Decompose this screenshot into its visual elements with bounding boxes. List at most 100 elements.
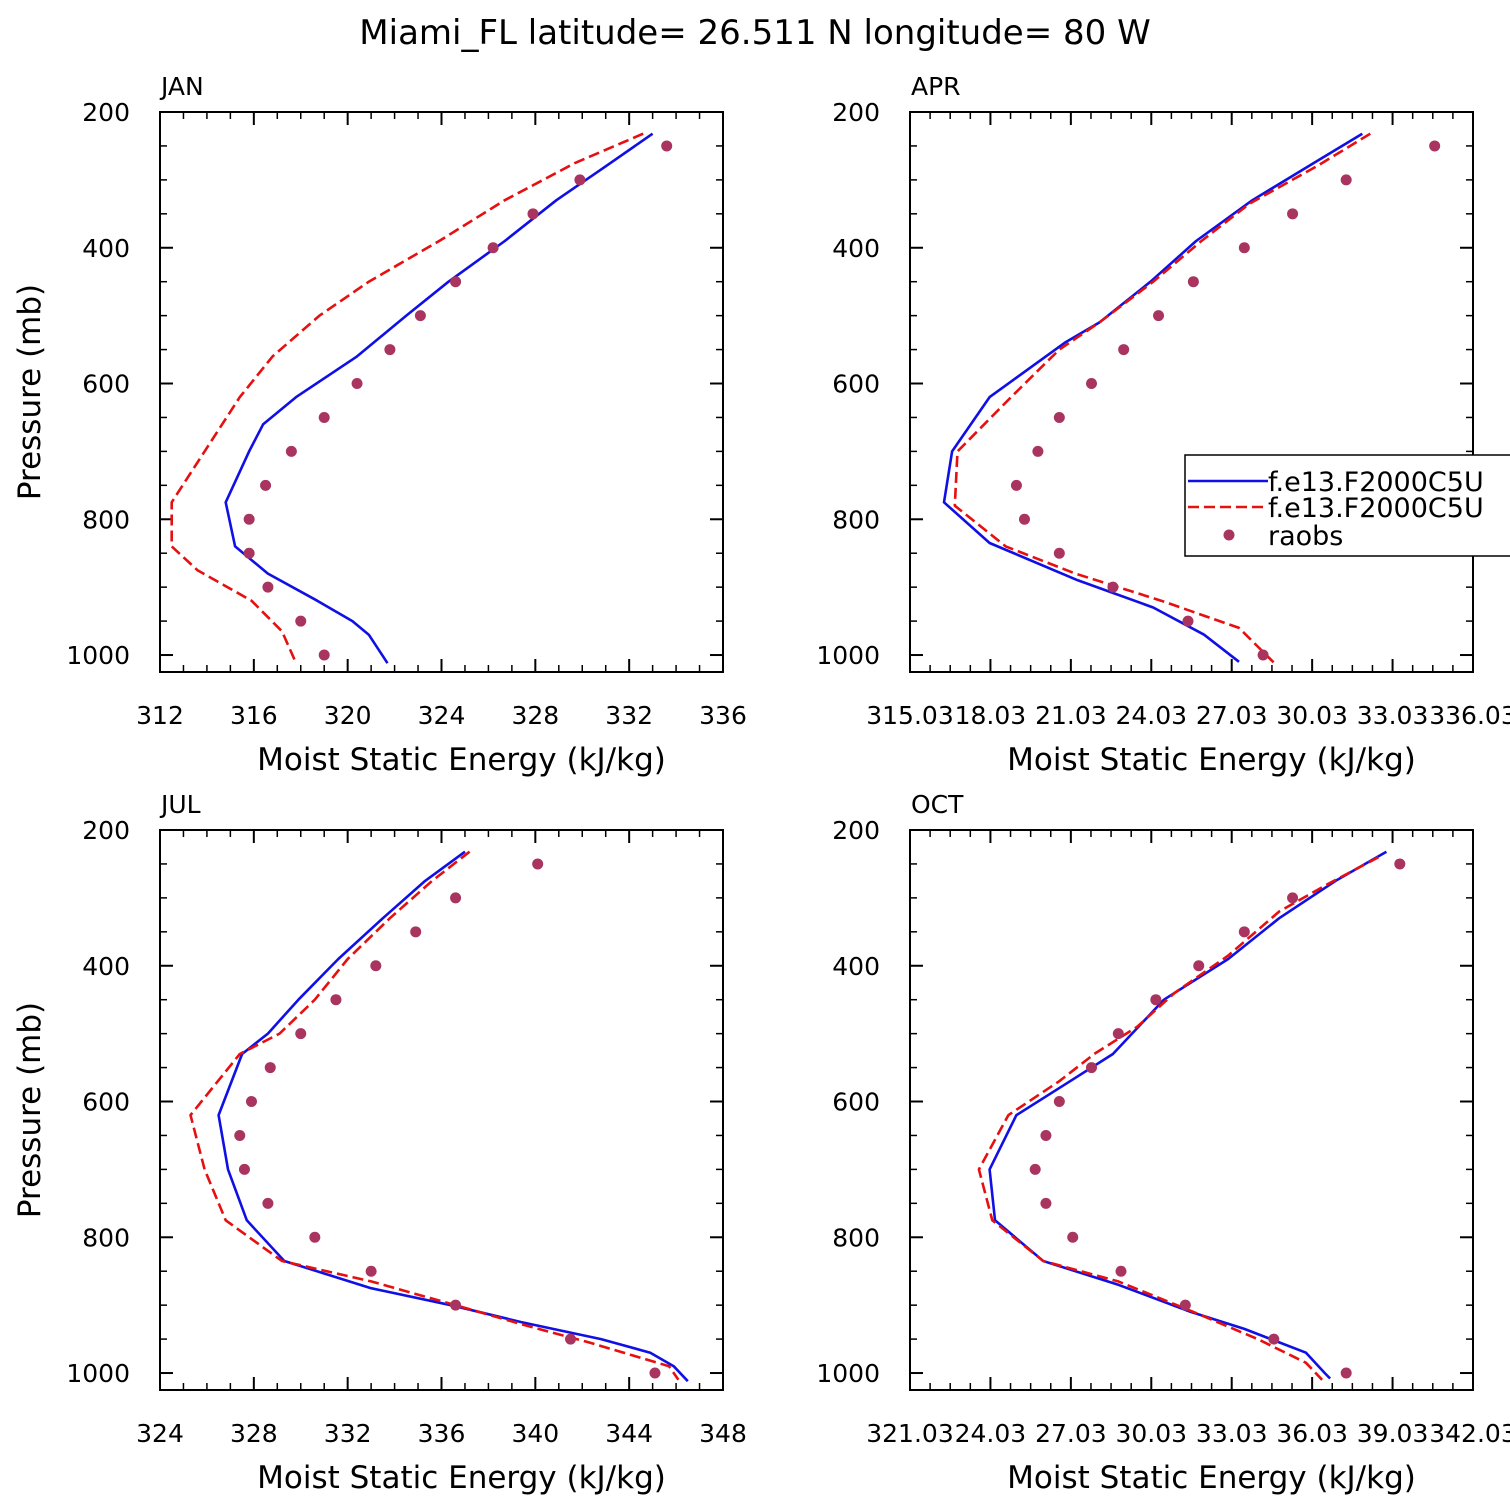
legend-box	[1184, 454, 1510, 557]
y-axis-label: Pressure (mb)	[12, 284, 48, 500]
series-line-solid	[942, 132, 1363, 663]
panel-title: OCT	[911, 790, 964, 819]
raobs-point	[410, 926, 422, 938]
raobs-point	[1107, 581, 1119, 593]
y-tick-label: 200	[82, 816, 130, 845]
raobs-point	[295, 1028, 307, 1040]
raobs-point	[414, 310, 426, 322]
raobs-point	[260, 479, 272, 491]
y-tick-label: 200	[82, 98, 130, 127]
raobs-point	[1053, 547, 1065, 559]
raobs-point	[1238, 926, 1250, 938]
raobs-point	[1193, 960, 1205, 972]
x-tick-label: 344	[605, 1419, 653, 1448]
raobs-point	[318, 649, 330, 661]
x-tick-label: 30.03	[1115, 1419, 1187, 1448]
raobs-point	[1187, 276, 1199, 288]
raobs-point	[1118, 344, 1130, 356]
x-tick-label: 328	[511, 701, 559, 730]
raobs-point	[264, 1062, 276, 1074]
raobs-point	[1153, 310, 1165, 322]
raobs-point	[245, 1096, 257, 1108]
x-axis-label: Moist Static Energy (kJ/kg)	[257, 1460, 666, 1496]
raobs-point	[370, 960, 382, 972]
x-tick-label: 324	[136, 1419, 184, 1448]
raobs-point	[565, 1333, 577, 1345]
legend-label: raobs	[1268, 521, 1343, 552]
y-tick-label: 600	[82, 1088, 130, 1117]
raobs-point	[1268, 1333, 1280, 1345]
raobs-point	[1257, 649, 1269, 661]
raobs-point	[1340, 174, 1352, 186]
x-axis-label: Moist Static Energy (kJ/kg)	[257, 742, 666, 778]
raobs-point	[1032, 445, 1044, 457]
raobs-point	[450, 892, 462, 904]
x-tick-label: 315.03	[866, 701, 953, 730]
series-line-solid	[217, 850, 689, 1383]
raobs-point	[1040, 1129, 1052, 1141]
y-tick-label: 1000	[66, 1359, 130, 1388]
raobs-point	[527, 208, 539, 220]
raobs-point	[365, 1265, 377, 1277]
raobs-point	[295, 615, 307, 627]
x-axis-label: Moist Static Energy (kJ/kg)	[1007, 742, 1416, 778]
x-tick-label: 340	[511, 1419, 559, 1448]
raobs-point	[1394, 858, 1406, 870]
x-tick-label: 33.03	[1196, 1419, 1268, 1448]
x-tick-label: 36.03	[1276, 1419, 1348, 1448]
y-tick-label: 1000	[66, 641, 130, 670]
x-tick-label: 324	[418, 701, 466, 730]
x-tick-label: 336	[418, 1419, 466, 1448]
panel-oct: OCT 321.03 24.03 27.03 30.03 33.03 36.03 39.03 3…	[816, 790, 1510, 1496]
raobs-point	[1287, 892, 1299, 904]
panel-jul: JUL 324 328 332 336 340 344 348 200 400 600 800 1000…	[12, 790, 747, 1496]
series-line-dashed	[977, 856, 1380, 1381]
series-line-solid	[988, 850, 1388, 1380]
x-tick-label: 320	[324, 701, 372, 730]
y-tick-label: 600	[832, 370, 880, 399]
y-tick-label: 800	[82, 1223, 130, 1252]
x-tick-label: 316	[230, 701, 278, 730]
raobs-point	[318, 411, 330, 423]
x-tick-label: 21.03	[1035, 701, 1107, 730]
raobs-point	[309, 1231, 321, 1243]
raobs-point	[1086, 378, 1098, 390]
raobs-point	[1053, 1096, 1065, 1108]
panel-apr: APR 315.03 18.03 21.03 24.03 27.03 30.03 33.03 3…	[816, 72, 1510, 778]
panel-title: JUL	[159, 790, 201, 819]
raobs-point	[1287, 208, 1299, 220]
series-line-dashed	[189, 850, 680, 1381]
raobs-point	[243, 547, 255, 559]
raobs-point	[384, 344, 396, 356]
x-tick-label: 24.03	[1115, 701, 1187, 730]
legend-marker-dot	[1223, 529, 1235, 541]
raobs-point	[285, 445, 297, 457]
y-tick-label: 800	[82, 505, 130, 534]
raobs-point	[649, 1367, 661, 1379]
raobs-point	[450, 1299, 462, 1311]
x-tick-label: 30.03	[1276, 701, 1348, 730]
y-tick-label: 600	[832, 1088, 880, 1117]
x-tick-label: 24.03	[955, 1419, 1027, 1448]
panel-title: JAN	[159, 72, 204, 101]
raobs-point	[243, 513, 255, 525]
x-tick-label: 33.03	[1357, 701, 1429, 730]
x-tick-label: 39.03	[1357, 1419, 1429, 1448]
raobs-point	[532, 858, 544, 870]
x-tick-label: 348	[699, 1419, 747, 1448]
x-tick-label: 336	[699, 701, 747, 730]
legend-label: f.e13.F2000C5U	[1268, 467, 1484, 498]
y-tick-label: 800	[832, 505, 880, 534]
panel-title: APR	[911, 72, 961, 101]
y-tick-label: 1000	[816, 1359, 880, 1388]
y-axis-label: Pressure (mb)	[12, 1002, 48, 1218]
series-line-dashed	[953, 132, 1371, 667]
raobs-point	[262, 1197, 274, 1209]
raobs-point	[1150, 994, 1162, 1006]
raobs-point	[1086, 1062, 1098, 1074]
y-tick-label: 200	[832, 816, 880, 845]
x-tick-label: 18.03	[955, 701, 1027, 730]
x-tick-label: 332	[605, 701, 653, 730]
